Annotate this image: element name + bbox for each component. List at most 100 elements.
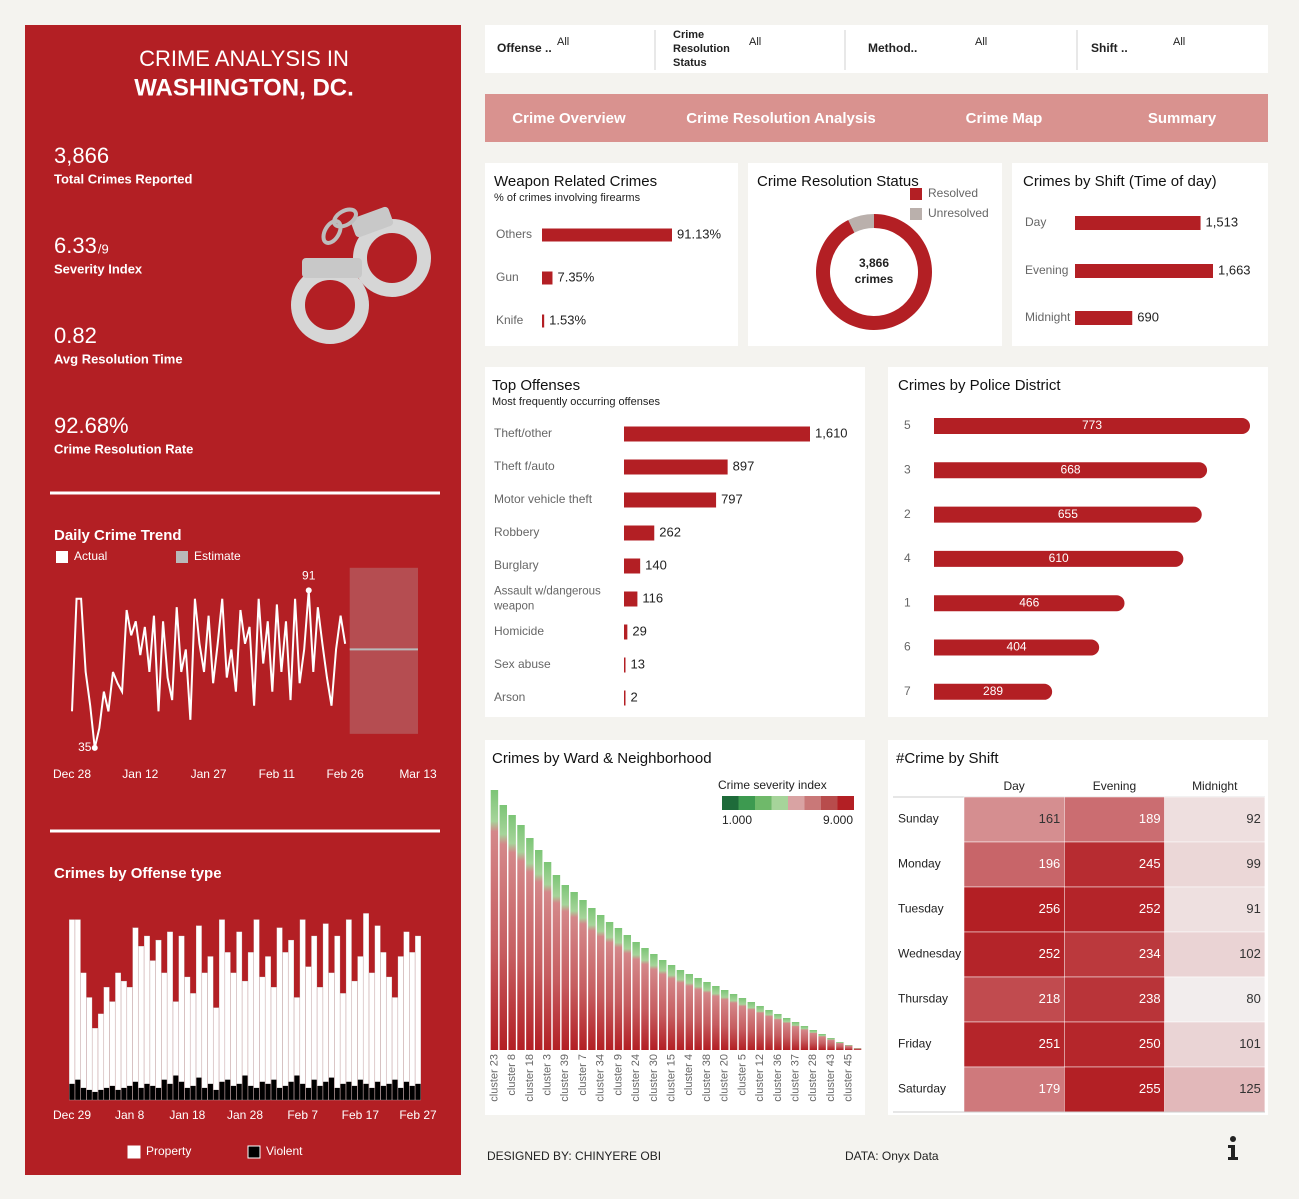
legend-label: Estimate — [194, 549, 241, 563]
stacked-bar — [167, 931, 173, 1084]
stacked-bar — [340, 1083, 346, 1101]
filter-value[interactable]: All — [557, 36, 569, 48]
stacked-bar — [363, 913, 369, 1084]
bar-label: 668 — [1061, 462, 1081, 476]
bar — [632, 942, 640, 1050]
legend-swatch — [738, 796, 755, 810]
bar — [534, 850, 543, 1050]
bar — [624, 525, 655, 541]
filter-value[interactable]: All — [975, 36, 987, 48]
tab[interactable]: Summary — [1148, 110, 1217, 127]
bar — [827, 1038, 835, 1050]
stacked-bar — [311, 1079, 318, 1101]
x-tick-label: cluster 8 — [506, 1054, 518, 1096]
stacked-bar — [219, 1081, 225, 1101]
row-label: Friday — [898, 1037, 931, 1051]
x-tick-label: Jan 27 — [191, 767, 227, 781]
x-tick-label: cluster 9 — [612, 1054, 624, 1096]
bar — [809, 1030, 818, 1050]
bar — [782, 1018, 791, 1050]
cell-value: 189 — [1139, 811, 1161, 826]
tab[interactable]: Crime Overview — [512, 110, 626, 127]
bar-label: 690 — [1137, 309, 1159, 324]
heat-cell — [1164, 886, 1266, 933]
legend-label: Resolved — [928, 186, 978, 200]
category-label: Motor vehicle theft — [494, 492, 593, 506]
tab[interactable]: Crime Map — [966, 110, 1043, 127]
heat-cell — [963, 1021, 1065, 1068]
filter-label[interactable]: Offense .. — [497, 41, 552, 55]
legend-swatch — [771, 796, 788, 810]
stacked-bar — [242, 1075, 248, 1101]
bar-label: 1.53% — [549, 312, 586, 327]
extreme-point — [305, 587, 312, 594]
bar-label: 91.13% — [677, 226, 722, 241]
bar — [624, 657, 626, 673]
stacked-bar — [363, 1083, 369, 1101]
stacked-bar — [299, 919, 306, 1084]
stacked-bar — [415, 1083, 421, 1101]
stacked-bar — [380, 1085, 387, 1101]
cell-value: 245 — [1139, 856, 1161, 871]
info-icon[interactable] — [1228, 1136, 1238, 1160]
bar — [934, 462, 1208, 479]
cell-value: 251 — [1039, 1036, 1061, 1051]
x-tick-label: cluster 18 — [524, 1054, 536, 1102]
bar — [588, 908, 596, 1050]
stacked-bar — [351, 1085, 358, 1101]
filter-value[interactable]: All — [749, 36, 761, 48]
stacked-bar — [161, 972, 168, 1080]
heat-cell — [1164, 1021, 1266, 1068]
bar — [624, 492, 717, 508]
stacked-bar — [109, 1085, 116, 1101]
center-text: crimes — [855, 272, 894, 286]
column-header: Day — [1003, 779, 1024, 793]
stacked-bar — [328, 1077, 335, 1101]
dashboard-title: CRIME ANALYSIS IN — [139, 46, 349, 71]
x-tick-label: Jan 12 — [122, 767, 158, 781]
stacked-bar — [126, 987, 133, 1086]
heat-cell — [963, 931, 1065, 978]
stacked-bar — [409, 952, 416, 1086]
bar — [791, 1022, 800, 1050]
x-tick-label: Feb 17 — [342, 1108, 380, 1122]
stacked-bar — [172, 1075, 179, 1101]
filter-label[interactable]: Shift .. — [1091, 41, 1128, 55]
x-tick-label: cluster 39 — [559, 1054, 571, 1102]
bar — [729, 994, 738, 1050]
x-tick-label: cluster 43 — [825, 1054, 837, 1102]
stacked-bar — [190, 1085, 196, 1101]
bar-label: 1,610 — [815, 425, 848, 440]
filter-label[interactable]: Crime Resolution Status — [673, 29, 733, 69]
bar — [853, 1048, 862, 1050]
stacked-bar — [409, 1085, 416, 1101]
x-tick-label: cluster 5 — [736, 1054, 748, 1096]
filter-value[interactable]: All — [1173, 36, 1185, 48]
bar-label: 13 — [631, 656, 645, 671]
heat-cell — [1164, 796, 1266, 843]
bar — [818, 1034, 826, 1050]
filter-label[interactable]: Method.. — [868, 41, 917, 55]
stacked-bar — [357, 1079, 364, 1101]
cell-value: 238 — [1139, 991, 1161, 1006]
x-tick-label: Jan 8 — [115, 1108, 145, 1122]
heat-cell — [1064, 886, 1165, 933]
stacked-bar — [403, 1081, 410, 1101]
tab[interactable]: Crime Resolution Analysis — [686, 110, 876, 127]
bar — [1075, 311, 1133, 325]
kpi-label: Avg Resolution Time — [54, 351, 183, 366]
heat-cell — [1064, 841, 1165, 888]
chart-title: Crimes by Police District — [898, 377, 1061, 394]
bar — [1075, 216, 1201, 230]
x-tick-label: cluster 38 — [701, 1054, 713, 1102]
stacked-bar — [242, 980, 248, 1076]
stacked-bar — [322, 1081, 329, 1101]
bar-label: 262 — [659, 524, 681, 539]
bar — [508, 815, 516, 1050]
cell-value: 80 — [1246, 991, 1260, 1006]
bar — [561, 885, 570, 1050]
stacked-bar — [415, 935, 421, 1084]
stacked-bar — [311, 935, 318, 1080]
card — [485, 367, 865, 717]
